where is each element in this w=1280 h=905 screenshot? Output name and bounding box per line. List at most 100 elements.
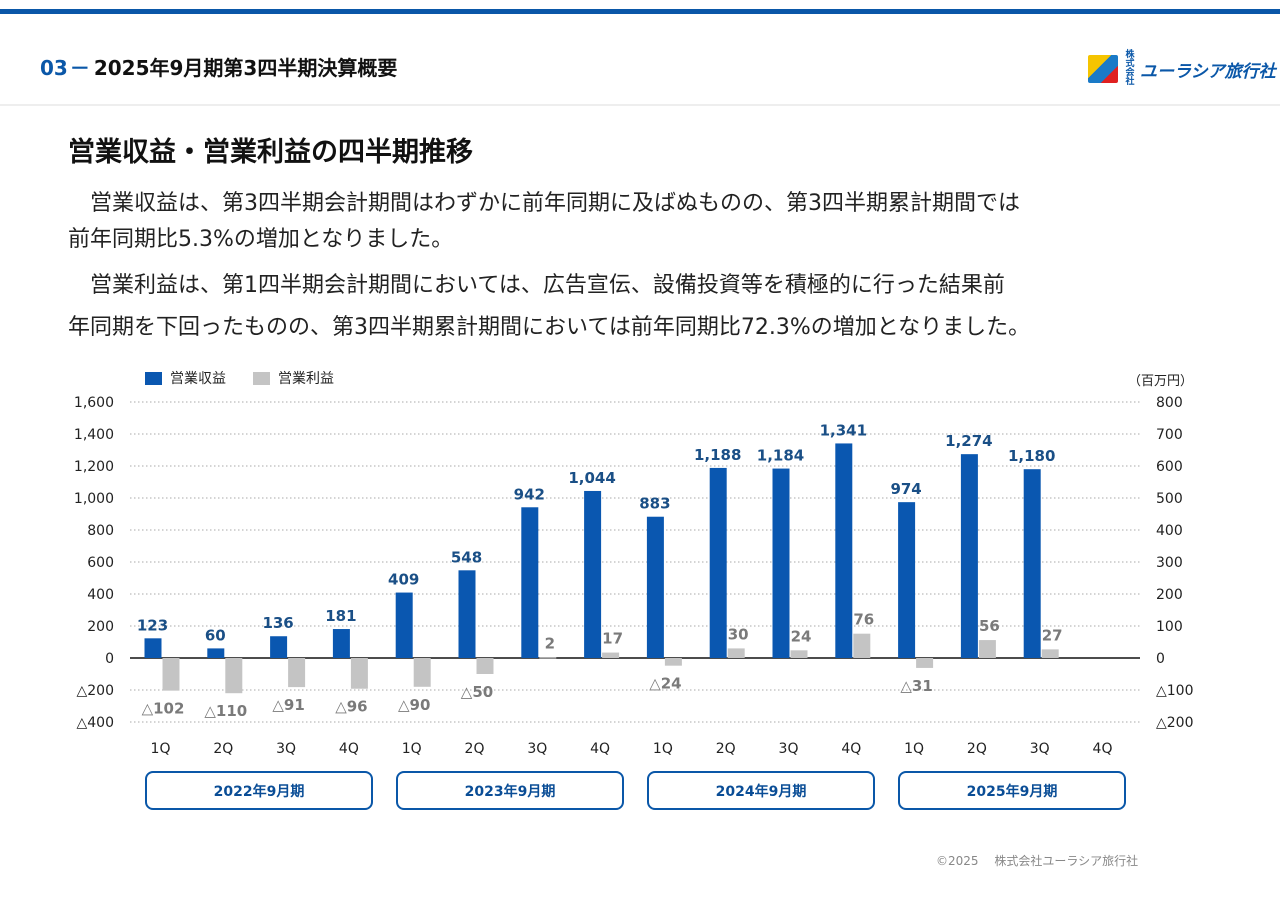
left-tick-label: 1,600: [74, 395, 114, 411]
revenue-bar: [332, 629, 350, 658]
x-tick-label: 4Q: [339, 741, 359, 757]
revenue-bar: [1023, 469, 1041, 658]
profit-data-label: 17: [602, 630, 623, 648]
profit-data-label: 2: [545, 634, 555, 652]
revenue-data-label: 1,180: [1008, 447, 1055, 465]
revenue-bar: [395, 592, 413, 658]
right-tick-label: 600: [1156, 459, 1183, 475]
revenue-bar: [207, 648, 225, 658]
right-tick-label: 700: [1156, 427, 1183, 443]
revenue-bar: [835, 443, 853, 658]
profit-data-label: 27: [1042, 626, 1063, 644]
revenue-bar: [709, 467, 727, 658]
profit-data-label: △90: [398, 696, 430, 714]
x-tick-label: 2Q: [967, 741, 987, 757]
left-tick-label: 400: [87, 587, 114, 603]
revenue-data-label: 1,274: [945, 432, 992, 450]
revenue-bar: [898, 502, 916, 658]
profit-bar: [664, 658, 682, 666]
revenue-bar: [960, 454, 978, 658]
right-tick-label: 500: [1156, 491, 1183, 507]
revenue-data-label: 548: [451, 548, 482, 566]
x-tick-label: 2Q: [716, 741, 736, 757]
revenue-data-label: 123: [137, 616, 168, 634]
x-tick-label: 2Q: [465, 741, 485, 757]
right-tick-label: △200: [1156, 715, 1194, 731]
x-tick-label: 1Q: [151, 741, 171, 757]
period-box-2023: 2023年9月期: [396, 771, 624, 810]
revenue-data-label: 409: [388, 571, 419, 589]
profit-bar: [413, 658, 431, 687]
x-tick-label: 1Q: [653, 741, 673, 757]
legend-swatch-revenue: [145, 372, 162, 385]
section-dash: －: [69, 56, 90, 80]
revenue-data-label: 181: [325, 607, 356, 625]
revenue-bar: [144, 638, 162, 658]
right-tick-label: 100: [1156, 619, 1183, 635]
revenue-data-label: 883: [639, 495, 670, 513]
company-logo: 株式会社 ユーラシア旅行社: [1088, 50, 1276, 87]
right-tick-label: 400: [1156, 523, 1183, 539]
left-tick-label: 1,200: [74, 459, 114, 475]
legend-swatch-profit: [253, 372, 270, 385]
unit-label: （百万円）: [1128, 374, 1193, 389]
profit-bar: [162, 658, 180, 691]
logo-kabushiki: 株式会社: [1125, 50, 1135, 87]
x-tick-label: 4Q: [841, 741, 861, 757]
page-header: [0, 14, 1280, 106]
profit-bar: [350, 658, 368, 689]
profit-bar: [978, 640, 996, 658]
period-box-2024: 2024年9月期: [647, 771, 875, 810]
profit-bar: [602, 652, 620, 658]
revenue-bar: [646, 516, 664, 658]
x-tick-label: 3Q: [527, 741, 547, 757]
profit-data-label: 24: [791, 627, 812, 645]
paragraph-line-3: 営業利益は、第1四半期会計期間においては、広告宣伝、設備投資等を積極的に行った結…: [68, 273, 1005, 298]
profit-data-label: △31: [900, 677, 932, 695]
paragraph-line-4: 年同期を下回ったものの、第3四半期累計期間においては前年同期比72.3%の増加と…: [68, 315, 1031, 340]
profit-data-label: △91: [272, 696, 304, 714]
profit-bar: [225, 658, 243, 694]
revenue-data-label: 1,044: [568, 469, 615, 487]
profit-bar: [1041, 649, 1059, 658]
right-tick-label: 300: [1156, 555, 1183, 571]
revenue-data-label: 60: [205, 626, 226, 644]
copyright-footer: ©2025 株式会社ユーラシア旅行社: [936, 854, 1139, 868]
x-tick-label: 3Q: [779, 741, 799, 757]
profit-bar: [916, 658, 934, 668]
left-tick-label: 1,000: [74, 491, 114, 507]
logo-company-name: ユーラシア旅行社: [1140, 61, 1276, 82]
paragraph-line-2: 前年同期比5.3%の増加となりました。: [68, 227, 454, 252]
chart-svg: 営業収益 営業利益 （百万円）1,6001,4001,2001,0008006004…: [74, 371, 1194, 757]
profit-bar: [288, 658, 306, 688]
period-box-2022: 2022年9月期: [145, 771, 373, 810]
x-tick-label: 2Q: [213, 741, 233, 757]
left-tick-label: △400: [77, 715, 115, 731]
x-tick-label: 3Q: [276, 741, 296, 757]
revenue-data-label: 942: [514, 485, 545, 503]
section-heading: 03 － 2025年9月期第3四半期決算概要: [40, 52, 397, 81]
quarterly-chart: 営業収益 営業利益 （百万円） 1,600 1,400 1,200 1,000 800 600 4…: [0, 360, 1280, 830]
revenue-bar: [584, 490, 602, 658]
x-tick-label: 1Q: [402, 741, 422, 757]
x-tick-label: 1Q: [904, 741, 924, 757]
profit-data-label: △96: [335, 698, 367, 716]
paragraph-line-1: 営業収益は、第3四半期会計期間はわずかに前年同期に及ばぬものの、第3四半期累計期…: [68, 191, 1020, 216]
revenue-data-label: 1,341: [820, 421, 867, 439]
revenue-data-label: 1,188: [694, 446, 741, 464]
right-tick-label: 0: [1156, 651, 1165, 667]
profit-bar: [790, 650, 808, 658]
profit-data-label: 76: [853, 611, 874, 629]
left-tick-label: △200: [77, 683, 115, 699]
profit-data-label: △50: [461, 683, 493, 701]
revenue-bar: [458, 570, 476, 658]
left-tick-label: 600: [87, 555, 114, 571]
period-box-2025: 2025年9月期: [898, 771, 1126, 810]
revenue-bar: [772, 468, 790, 658]
company-logo-icon: [1088, 55, 1118, 83]
legend-label-revenue: 営業収益: [170, 371, 226, 387]
left-tick-label: 1,400: [74, 427, 114, 443]
profit-data-label: △24: [649, 675, 681, 693]
profit-data-label: △102: [142, 700, 185, 718]
revenue-data-label: 136: [262, 614, 293, 632]
